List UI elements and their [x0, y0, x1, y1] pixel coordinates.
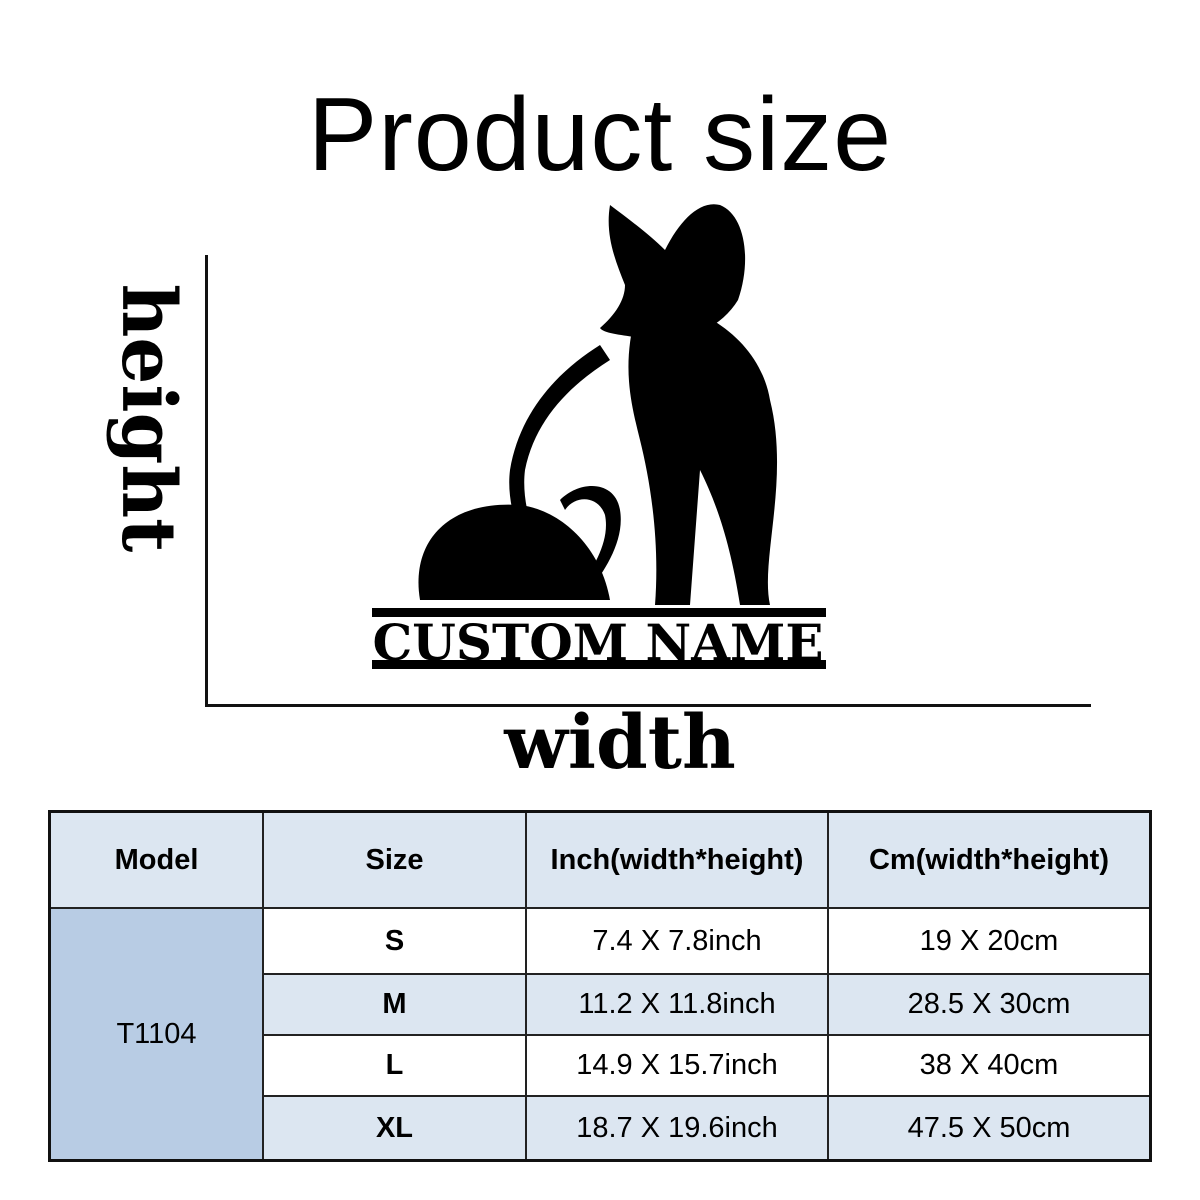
inch-cell: 7.4 X 7.8inch [525, 907, 829, 975]
inch-cell: 11.2 X 11.8inch [525, 973, 829, 1036]
cm-cell: 47.5 X 50cm [827, 1095, 1152, 1162]
size-cell: M [262, 973, 527, 1036]
plaque-text: CUSTOM NAME [373, 613, 824, 672]
inch-cell: 18.7 X 19.6inch [525, 1095, 829, 1162]
name-plaque: CUSTOM NAME [372, 608, 826, 672]
header-model: Model [48, 810, 264, 909]
cm-cell: 38 X 40cm [827, 1034, 1152, 1097]
width-label: width [504, 700, 736, 786]
size-cell: XL [262, 1095, 527, 1162]
table-row: XL 18.7 X 19.6inch 47.5 X 50cm [50, 1095, 1152, 1162]
model-cell: T1104 [48, 907, 264, 1162]
table-row: M 11.2 X 11.8inch 28.5 X 30cm [50, 973, 1152, 1036]
inch-cell: 14.9 X 15.7inch [525, 1034, 829, 1097]
height-axis-line [205, 255, 208, 707]
table-row: L 14.9 X 15.7inch 38 X 40cm [50, 1034, 1152, 1097]
cm-cell: 28.5 X 30cm [827, 973, 1152, 1036]
page-title: Product size [307, 77, 893, 193]
header-cm: Cm(width*height) [827, 810, 1152, 909]
cm-cell: 19 X 20cm [827, 907, 1152, 975]
width-axis-line [205, 704, 1091, 707]
size-table: Model Size Inch(width*height) Cm(width*h… [48, 810, 1152, 1162]
table-row: T1104 S 7.4 X 7.8inch 19 X 20cm [48, 907, 1152, 1162]
size-cell: L [262, 1034, 527, 1097]
size-cell: S [262, 907, 527, 975]
table-header-row: Model Size Inch(width*height) Cm(width*h… [48, 810, 1152, 909]
fox-silhouette-icon [418, 204, 778, 605]
header-inch: Inch(width*height) [525, 810, 829, 909]
header-size: Size [262, 810, 527, 909]
